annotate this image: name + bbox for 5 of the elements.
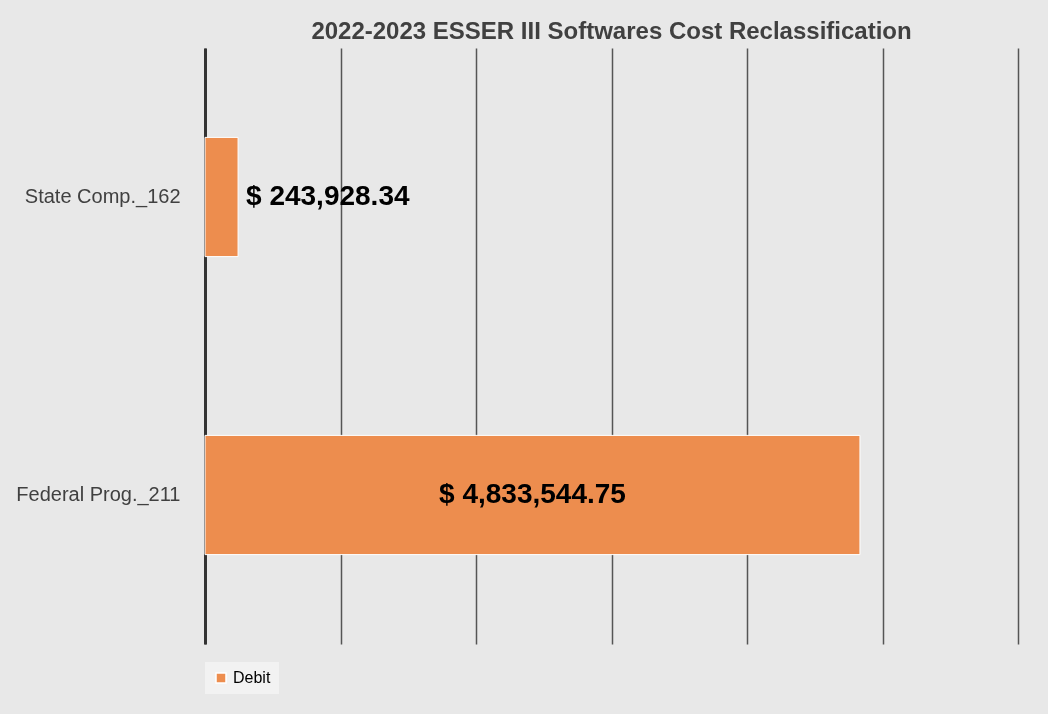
y-tick-label: Federal Prog._211 <box>16 483 181 506</box>
chart-title: 2022-2023 ESSER III Softwares Cost Reclassification <box>311 17 912 44</box>
data-label: $ 4,833,544.75 <box>439 478 626 509</box>
legend-label: Debit <box>233 669 271 686</box>
y-tick-label: State Comp._162 <box>24 185 181 208</box>
